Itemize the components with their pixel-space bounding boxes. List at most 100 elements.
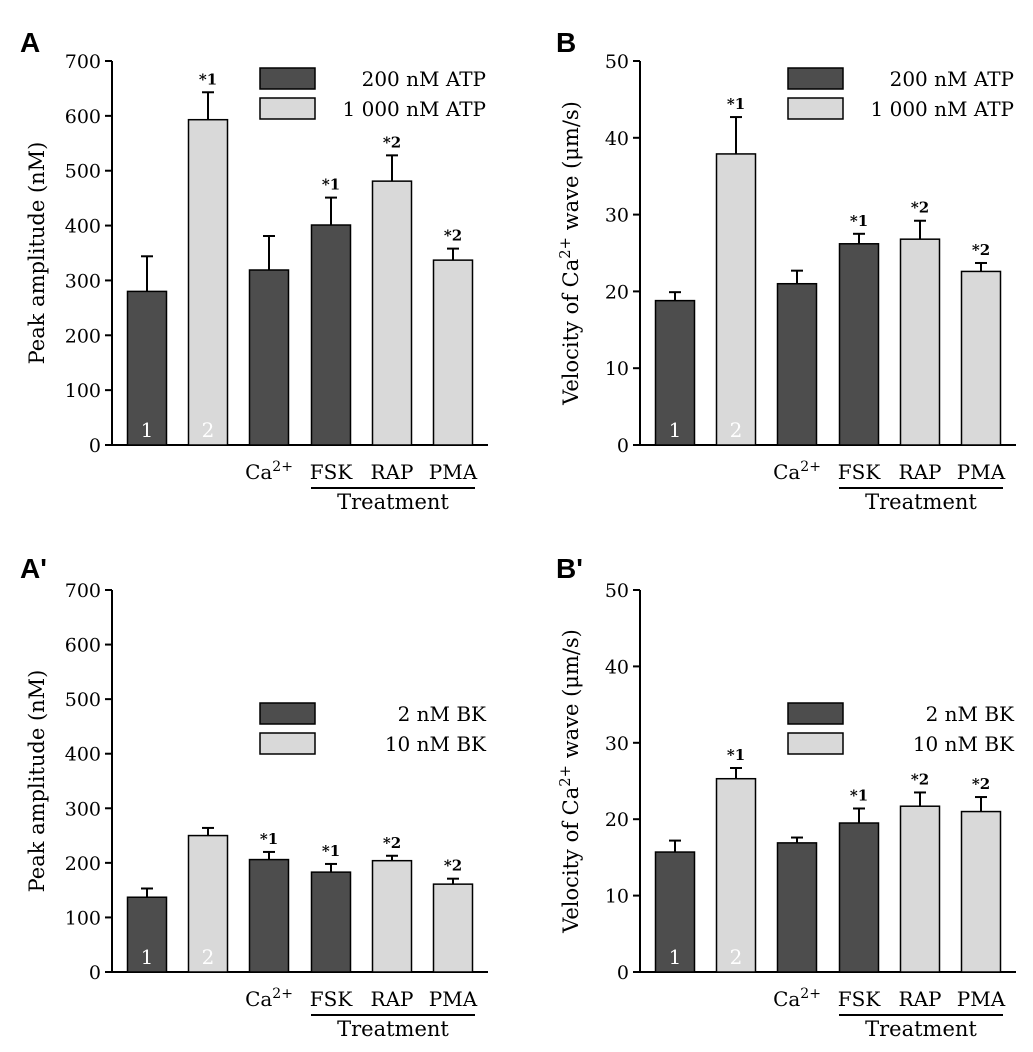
panel-2: A' 0 100 200 300 400 500 600 700 Peak amplitude (… (20, 553, 488, 1041)
y-axis-title: Velocity of Ca2+ wave (μm/s) (557, 101, 584, 406)
significance-marker: *2 (383, 834, 401, 852)
category-label: FSK (838, 987, 882, 1011)
legend-swatch (259, 732, 316, 755)
y-tick-label: 300 (65, 270, 101, 292)
significance-marker: *2 (444, 227, 462, 245)
bar-number-label: 1 (669, 418, 682, 442)
y-tick-label: 50 (605, 580, 629, 602)
group-label: Treatment (865, 490, 977, 514)
bar (126, 290, 168, 446)
bar (432, 883, 474, 973)
category-label: FSK (310, 460, 354, 484)
y-tick-label: 600 (65, 635, 101, 657)
significance-marker: *1 (850, 212, 868, 230)
category-label: RAP (899, 460, 942, 484)
category-label: RAP (371, 987, 414, 1011)
bar (776, 842, 818, 973)
bar (654, 851, 696, 973)
bar-number-label: 2 (730, 418, 743, 442)
y-tick-label: 40 (605, 128, 629, 150)
legend-swatch (787, 97, 844, 120)
category-label: FSK (838, 460, 882, 484)
bar (960, 810, 1002, 973)
y-tick-label: 0 (617, 962, 629, 984)
bar (654, 299, 696, 446)
significance-marker: *1 (850, 787, 868, 805)
bar (248, 269, 290, 446)
category-label: PMA (957, 987, 1006, 1011)
category-label: FSK (310, 987, 354, 1011)
significance-marker: *1 (727, 746, 745, 764)
y-tick-label: 300 (65, 798, 101, 820)
bar-number-label: 2 (202, 418, 215, 442)
bar (187, 118, 229, 446)
bar-number-label: 1 (141, 418, 154, 442)
y-tick-label: 10 (605, 358, 629, 380)
bar (838, 243, 880, 446)
y-tick-label: 700 (65, 580, 101, 602)
legend-label: 10 nM BK (385, 732, 487, 756)
category-label: RAP (899, 987, 942, 1011)
group-label: Treatment (337, 1017, 449, 1041)
y-tick-label: 30 (605, 733, 629, 755)
bar (899, 805, 941, 973)
bar (126, 896, 168, 973)
bar (960, 270, 1002, 446)
bar (310, 224, 352, 446)
y-tick-label: 50 (605, 51, 629, 73)
y-tick-label: 500 (65, 161, 101, 183)
legend-swatch (787, 702, 844, 725)
bar (899, 238, 941, 446)
legend-swatch (259, 702, 316, 725)
bar (187, 834, 229, 973)
legend-label: 2 nM BK (926, 702, 1015, 726)
significance-marker: *1 (260, 830, 278, 848)
panel-letter: B' (556, 553, 583, 584)
category-label: Ca2+ (245, 986, 293, 1011)
category-label: PMA (957, 460, 1006, 484)
legend-swatch (259, 97, 316, 120)
legend-label: 200 nM ATP (890, 67, 1014, 91)
bar (371, 180, 413, 446)
bar (776, 282, 818, 446)
significance-marker: *1 (322, 842, 340, 860)
category-label: Ca2+ (773, 986, 821, 1011)
bar (248, 858, 290, 973)
y-tick-label: 20 (605, 281, 629, 303)
legend-label: 1 000 nM ATP (871, 97, 1014, 121)
y-tick-label: 200 (65, 325, 101, 347)
significance-marker: *1 (727, 95, 745, 113)
y-tick-label: 10 (605, 886, 629, 908)
y-tick-label: 100 (65, 380, 101, 402)
panel-letter: B (556, 27, 576, 58)
legend-label: 2 nM BK (398, 702, 487, 726)
bar (371, 859, 413, 973)
y-tick-label: 400 (65, 744, 101, 766)
bar-number-label: 1 (141, 945, 154, 969)
significance-marker: *2 (444, 857, 462, 875)
significance-marker: *2 (972, 775, 990, 793)
y-tick-label: 40 (605, 656, 629, 678)
significance-marker: *1 (199, 70, 217, 88)
bar-number-label: 1 (669, 945, 682, 969)
y-axis-title: Peak amplitude (nM) (25, 670, 49, 893)
panel-letter: A' (20, 553, 47, 584)
y-tick-label: 600 (65, 106, 101, 128)
bar (715, 777, 757, 973)
legend-swatch (259, 67, 316, 90)
category-label: Ca2+ (245, 459, 293, 484)
bar (715, 153, 757, 446)
group-label: Treatment (865, 1017, 977, 1041)
significance-marker: *2 (383, 133, 401, 151)
y-tick-label: 200 (65, 853, 101, 875)
significance-marker: *2 (911, 199, 929, 217)
y-axis-title: Peak amplitude (nM) (25, 142, 49, 365)
bar (432, 259, 474, 446)
y-tick-label: 20 (605, 809, 629, 831)
legend-label: 200 nM ATP (362, 67, 486, 91)
legend-label: 10 nM BK (913, 732, 1015, 756)
bar (310, 871, 352, 973)
panel-3: B' 0 10 20 30 40 50 Velocity of Ca2+ wave (μm/s… (556, 553, 1016, 1041)
bar (838, 822, 880, 973)
